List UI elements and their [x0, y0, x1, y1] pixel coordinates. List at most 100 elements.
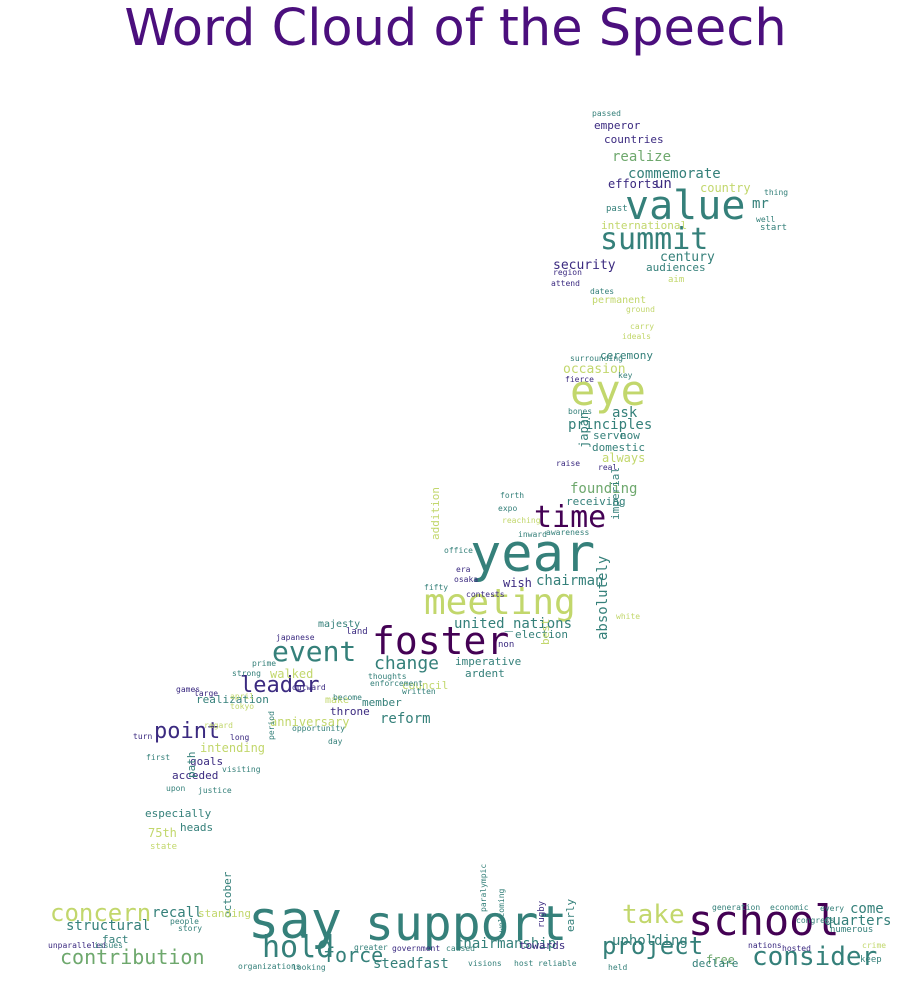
cloud-word: raise	[556, 460, 580, 468]
cloud-word: ask	[612, 406, 637, 420]
cloud-word: paralympic	[480, 864, 488, 912]
cloud-word: 75th	[148, 827, 177, 839]
cloud-word: fifty	[424, 584, 448, 592]
cloud-word: aim	[668, 276, 684, 285]
cloud-word: osaka	[454, 576, 478, 584]
cloud-word: tokyo	[230, 703, 254, 711]
cloud-word: white	[616, 613, 640, 621]
cloud-word: prime	[252, 660, 276, 668]
cloud-word: ideals	[622, 333, 651, 341]
cloud-word: key	[618, 372, 632, 380]
cloud-word: every	[820, 905, 844, 913]
cloud-word: wish	[503, 577, 532, 589]
cloud-word: countries	[604, 134, 664, 145]
cloud-word: justice	[198, 787, 232, 795]
cloud-word: attend	[551, 280, 580, 288]
cloud-word: ground	[626, 306, 655, 314]
cloud-word: country	[700, 182, 751, 194]
cloud-word: strong	[232, 670, 261, 678]
cloud-word: ardent	[465, 668, 505, 679]
cloud-word: realize	[612, 150, 671, 164]
cloud-word: reform	[380, 712, 431, 726]
cloud-word: japanese	[276, 634, 315, 642]
cloud-word: congress	[796, 917, 835, 925]
cloud-word: visions	[468, 960, 502, 968]
cloud-word: passed	[592, 110, 621, 118]
cloud-word: visiting	[222, 766, 261, 774]
cloud-word: japan	[578, 412, 590, 448]
cloud-word: past	[606, 205, 628, 214]
cloud-word: change	[374, 655, 439, 673]
cloud-word: well	[756, 216, 775, 224]
cloud-word: expo	[498, 505, 517, 513]
cloud-word: member	[362, 697, 402, 708]
cloud-word: opportunity	[292, 725, 345, 733]
cloud-word: welcoming	[498, 889, 506, 932]
cloud-word: keep	[860, 956, 882, 965]
cloud-word: come	[850, 902, 884, 916]
cloud-word: now	[620, 430, 640, 441]
cloud-word: surrounding	[570, 355, 623, 363]
cloud-word: inward	[518, 531, 547, 539]
cloud-word: reaching	[502, 517, 541, 525]
cloud-word: international	[601, 220, 687, 231]
cloud-word: event	[272, 638, 356, 666]
cloud-word: take	[622, 902, 685, 928]
cloud-word: emperor	[594, 120, 640, 131]
cloud-word: land	[346, 628, 368, 637]
cloud-word: path	[186, 752, 197, 779]
cloud-word: absolutely	[596, 556, 610, 640]
cloud-word: office	[444, 547, 473, 555]
cloud-word: real	[598, 464, 617, 472]
cloud-word: un	[655, 177, 672, 191]
cloud-word: host	[514, 960, 533, 968]
cloud-word: looking	[292, 964, 326, 972]
cloud-word: contests	[466, 591, 505, 599]
cloud-word: period	[268, 711, 276, 740]
cloud-word: non	[498, 641, 514, 650]
cloud-word: awareness	[546, 529, 589, 537]
cloud-word: walked	[270, 668, 313, 680]
cloud-word: mr	[752, 197, 769, 211]
cloud-word: dates	[590, 288, 614, 296]
cloud-word: large	[194, 690, 218, 698]
cloud-word: imperative	[455, 656, 521, 667]
cloud-word: economic	[770, 904, 809, 912]
cloud-word: rugby	[538, 901, 547, 928]
cloud-word: region	[553, 269, 582, 277]
cloud-word: generation	[712, 904, 760, 912]
cloud-word: outward	[292, 684, 326, 692]
cloud-word: bones	[568, 408, 592, 416]
cloud-word: contribution	[60, 947, 205, 967]
cloud-word: declare	[692, 958, 738, 969]
cloud-word: addition	[430, 487, 441, 540]
cloud-word: best	[540, 619, 551, 646]
cloud-word: people	[170, 918, 199, 926]
cloud-word: nations	[748, 942, 782, 950]
cloud-word: reliable	[538, 960, 577, 968]
cloud-word: long	[230, 734, 249, 742]
cloud-word: april	[230, 693, 254, 701]
cloud-word: story	[178, 925, 202, 933]
cloud-word: audiences	[646, 262, 706, 273]
cloud-word: heads	[180, 822, 213, 833]
cloud-word: regard	[204, 722, 233, 730]
cloud-word: standing	[198, 908, 251, 919]
cloud-word: forth	[500, 492, 524, 500]
cloud-word: intending	[200, 742, 265, 754]
cloud-word: caused	[446, 945, 475, 953]
cloud-word: become	[333, 694, 362, 702]
cloud-word: efforts	[608, 178, 659, 190]
cloud-word: day	[328, 738, 342, 746]
cloud-word: steadfast	[373, 957, 449, 971]
cloud-word: chairman	[536, 574, 603, 588]
cloud-word: hosted	[782, 945, 811, 953]
cloud-word: first	[146, 754, 170, 762]
cloud-word: structural	[66, 919, 150, 933]
cloud-word: crime	[862, 942, 886, 950]
cloud-word: founding	[570, 482, 637, 496]
cloud-word: era	[456, 566, 470, 574]
cloud-word: held	[608, 964, 627, 972]
